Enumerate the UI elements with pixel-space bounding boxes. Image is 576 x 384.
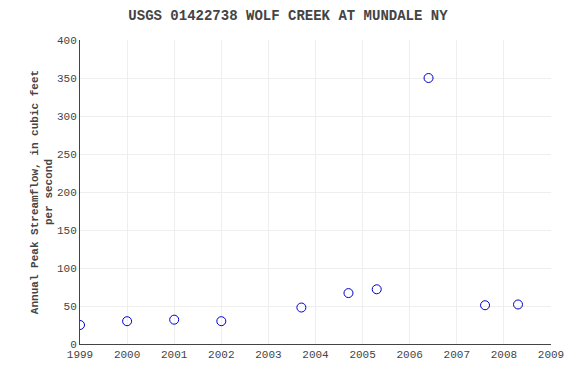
svg-text:0: 0 [70, 339, 77, 351]
svg-text:100: 100 [57, 263, 77, 275]
svg-text:150: 150 [57, 225, 77, 237]
svg-text:50: 50 [64, 301, 77, 313]
svg-text:2002: 2002 [208, 349, 234, 361]
svg-text:200: 200 [57, 187, 77, 199]
svg-text:350: 350 [57, 73, 77, 85]
svg-text:2004: 2004 [302, 349, 329, 361]
svg-text:2003: 2003 [255, 349, 281, 361]
svg-text:1999: 1999 [67, 349, 93, 361]
svg-text:2008: 2008 [491, 349, 517, 361]
svg-text:250: 250 [57, 149, 77, 161]
svg-text:USGS 01422738 WOLF CREEK AT MU: USGS 01422738 WOLF CREEK AT MUNDALE NY [128, 8, 448, 24]
svg-text:2001: 2001 [161, 349, 188, 361]
svg-text:2006: 2006 [396, 349, 422, 361]
svg-text:2005: 2005 [349, 349, 375, 361]
svg-text:2007: 2007 [444, 349, 470, 361]
svg-text:2009: 2009 [538, 349, 564, 361]
svg-text:2000: 2000 [114, 349, 140, 361]
svg-text:400: 400 [57, 35, 77, 47]
svg-text:Annual Peak Streamflow, in cub: Annual Peak Streamflow, in cubic feetper… [29, 70, 55, 314]
svg-text:300: 300 [57, 111, 77, 123]
